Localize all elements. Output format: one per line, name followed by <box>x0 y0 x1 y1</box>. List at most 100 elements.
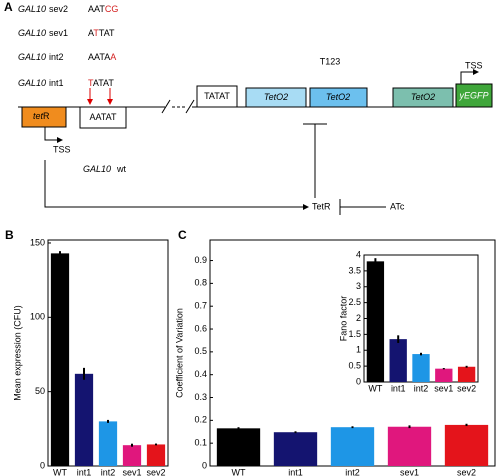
bar <box>389 339 407 382</box>
y-axis-label: Mean expression (CFU) <box>12 305 22 401</box>
bar <box>98 421 118 466</box>
base: A <box>88 4 94 14</box>
bar <box>50 253 70 466</box>
base: A <box>88 52 94 62</box>
teto-box <box>245 87 307 108</box>
tetr-box <box>21 106 67 128</box>
y-tick-label: 0.9 <box>194 255 207 265</box>
x-tick-label: sev1 <box>434 383 453 393</box>
x-tick-label: WT <box>53 467 67 476</box>
construct-label: T123 <box>320 56 341 66</box>
base: T <box>108 78 114 88</box>
x-tick-label: int1 <box>77 467 92 476</box>
y-tick-label: 0.7 <box>194 301 207 311</box>
x-tick-label: int1 <box>288 467 303 476</box>
break <box>161 99 171 114</box>
gene-name: GAL10 <box>18 78 46 88</box>
sequence: TATAT <box>88 78 114 88</box>
panel-a: A tetR AATAT TATAT TetO2 TetO2 TetO2 yEG… <box>4 0 493 215</box>
bar <box>74 373 94 466</box>
base: T <box>98 78 104 88</box>
y-tick-label: 0.6 <box>194 323 207 333</box>
variant-name: sev1 <box>49 28 68 38</box>
teto-box <box>392 87 454 108</box>
base: A <box>94 4 100 14</box>
x-tick-label: int2 <box>414 383 429 393</box>
bar <box>146 444 166 466</box>
x-tick-label: int2 <box>101 467 116 476</box>
x-tick-label: WT <box>232 467 246 476</box>
sequence: ATTAT <box>88 28 115 38</box>
base: A <box>104 28 110 38</box>
x-tick-label: int2 <box>345 467 360 476</box>
base: A <box>93 78 99 88</box>
x-tick-label: sev1 <box>400 467 419 476</box>
variant-label: GAL10 int2 <box>18 52 64 62</box>
base: C <box>105 4 112 14</box>
base: T <box>93 28 99 38</box>
variant-label: GAL10 sev2 <box>18 4 68 14</box>
base: T <box>88 78 94 88</box>
x-tick-label: sev2 <box>457 383 476 393</box>
gene-name: GAL10 <box>18 28 46 38</box>
tatat-label: TATAT <box>204 91 230 101</box>
y-tick-label: 3 <box>356 281 361 291</box>
y-tick-label: 0 <box>202 460 207 470</box>
sequence: AATCG <box>88 4 118 14</box>
y-tick-label: 0.5 <box>194 346 207 356</box>
base: A <box>110 52 116 62</box>
expression-arrow <box>44 160 309 210</box>
x-tick-label: sev1 <box>122 467 141 476</box>
yegfp-label: yEGFP <box>458 90 488 100</box>
base: A <box>94 52 100 62</box>
protein-label: TetR <box>312 201 331 211</box>
variant-label: GAL10 int1 <box>18 78 64 88</box>
base: T <box>99 4 105 14</box>
y-tick-label: 1 <box>356 345 361 355</box>
variant-name: int1 <box>49 78 64 88</box>
y-tick-label: 2 <box>356 313 361 323</box>
y-tick-label: 50 <box>35 386 45 396</box>
y-tick-label: 0.5 <box>348 361 361 371</box>
base: A <box>103 78 109 88</box>
base: G <box>111 4 118 14</box>
base: A <box>104 52 110 62</box>
y-tick-label: 2.5 <box>348 297 361 307</box>
bar <box>122 445 142 466</box>
bar <box>457 366 476 382</box>
base: T <box>109 28 115 38</box>
tatat-box <box>196 85 238 108</box>
bar <box>273 432 318 466</box>
panel-label: A <box>4 0 13 14</box>
y-tick-label: 150 <box>30 237 45 247</box>
gene-name: GAL10 <box>18 4 46 14</box>
teto-label: TetO2 <box>411 92 435 102</box>
aatat-box <box>79 106 127 129</box>
bar <box>435 368 453 382</box>
y-tick-label: 0.2 <box>194 415 207 425</box>
teto-label: TetO2 <box>326 92 350 102</box>
break <box>185 99 195 114</box>
y-tick-label: 4 <box>356 249 361 259</box>
variant-label: GAL10 sev1 <box>18 28 68 38</box>
inducer-label: ATc <box>390 201 405 211</box>
x-tick-label: int1 <box>391 383 406 393</box>
y-tick-label: 0.3 <box>194 392 207 402</box>
y-axis-label: Coefficient of Variation <box>174 308 184 398</box>
bar <box>216 428 261 466</box>
panel-label: B <box>5 228 14 242</box>
aatat-label: AATAT <box>90 112 118 122</box>
variant-name: sev2 <box>49 4 68 14</box>
y-tick-label: 0.8 <box>194 278 207 288</box>
yegfp-box <box>455 83 493 108</box>
y-tick-label: 0 <box>356 376 361 386</box>
variant-name: int2 <box>49 52 64 62</box>
tss-arrow <box>44 127 63 143</box>
bar <box>444 424 489 466</box>
bar <box>387 426 432 466</box>
base: T <box>99 52 105 62</box>
y-tick-label: 0.4 <box>194 369 207 379</box>
tss-arrow <box>460 69 479 84</box>
y-tick-label: 1.5 <box>348 329 361 339</box>
